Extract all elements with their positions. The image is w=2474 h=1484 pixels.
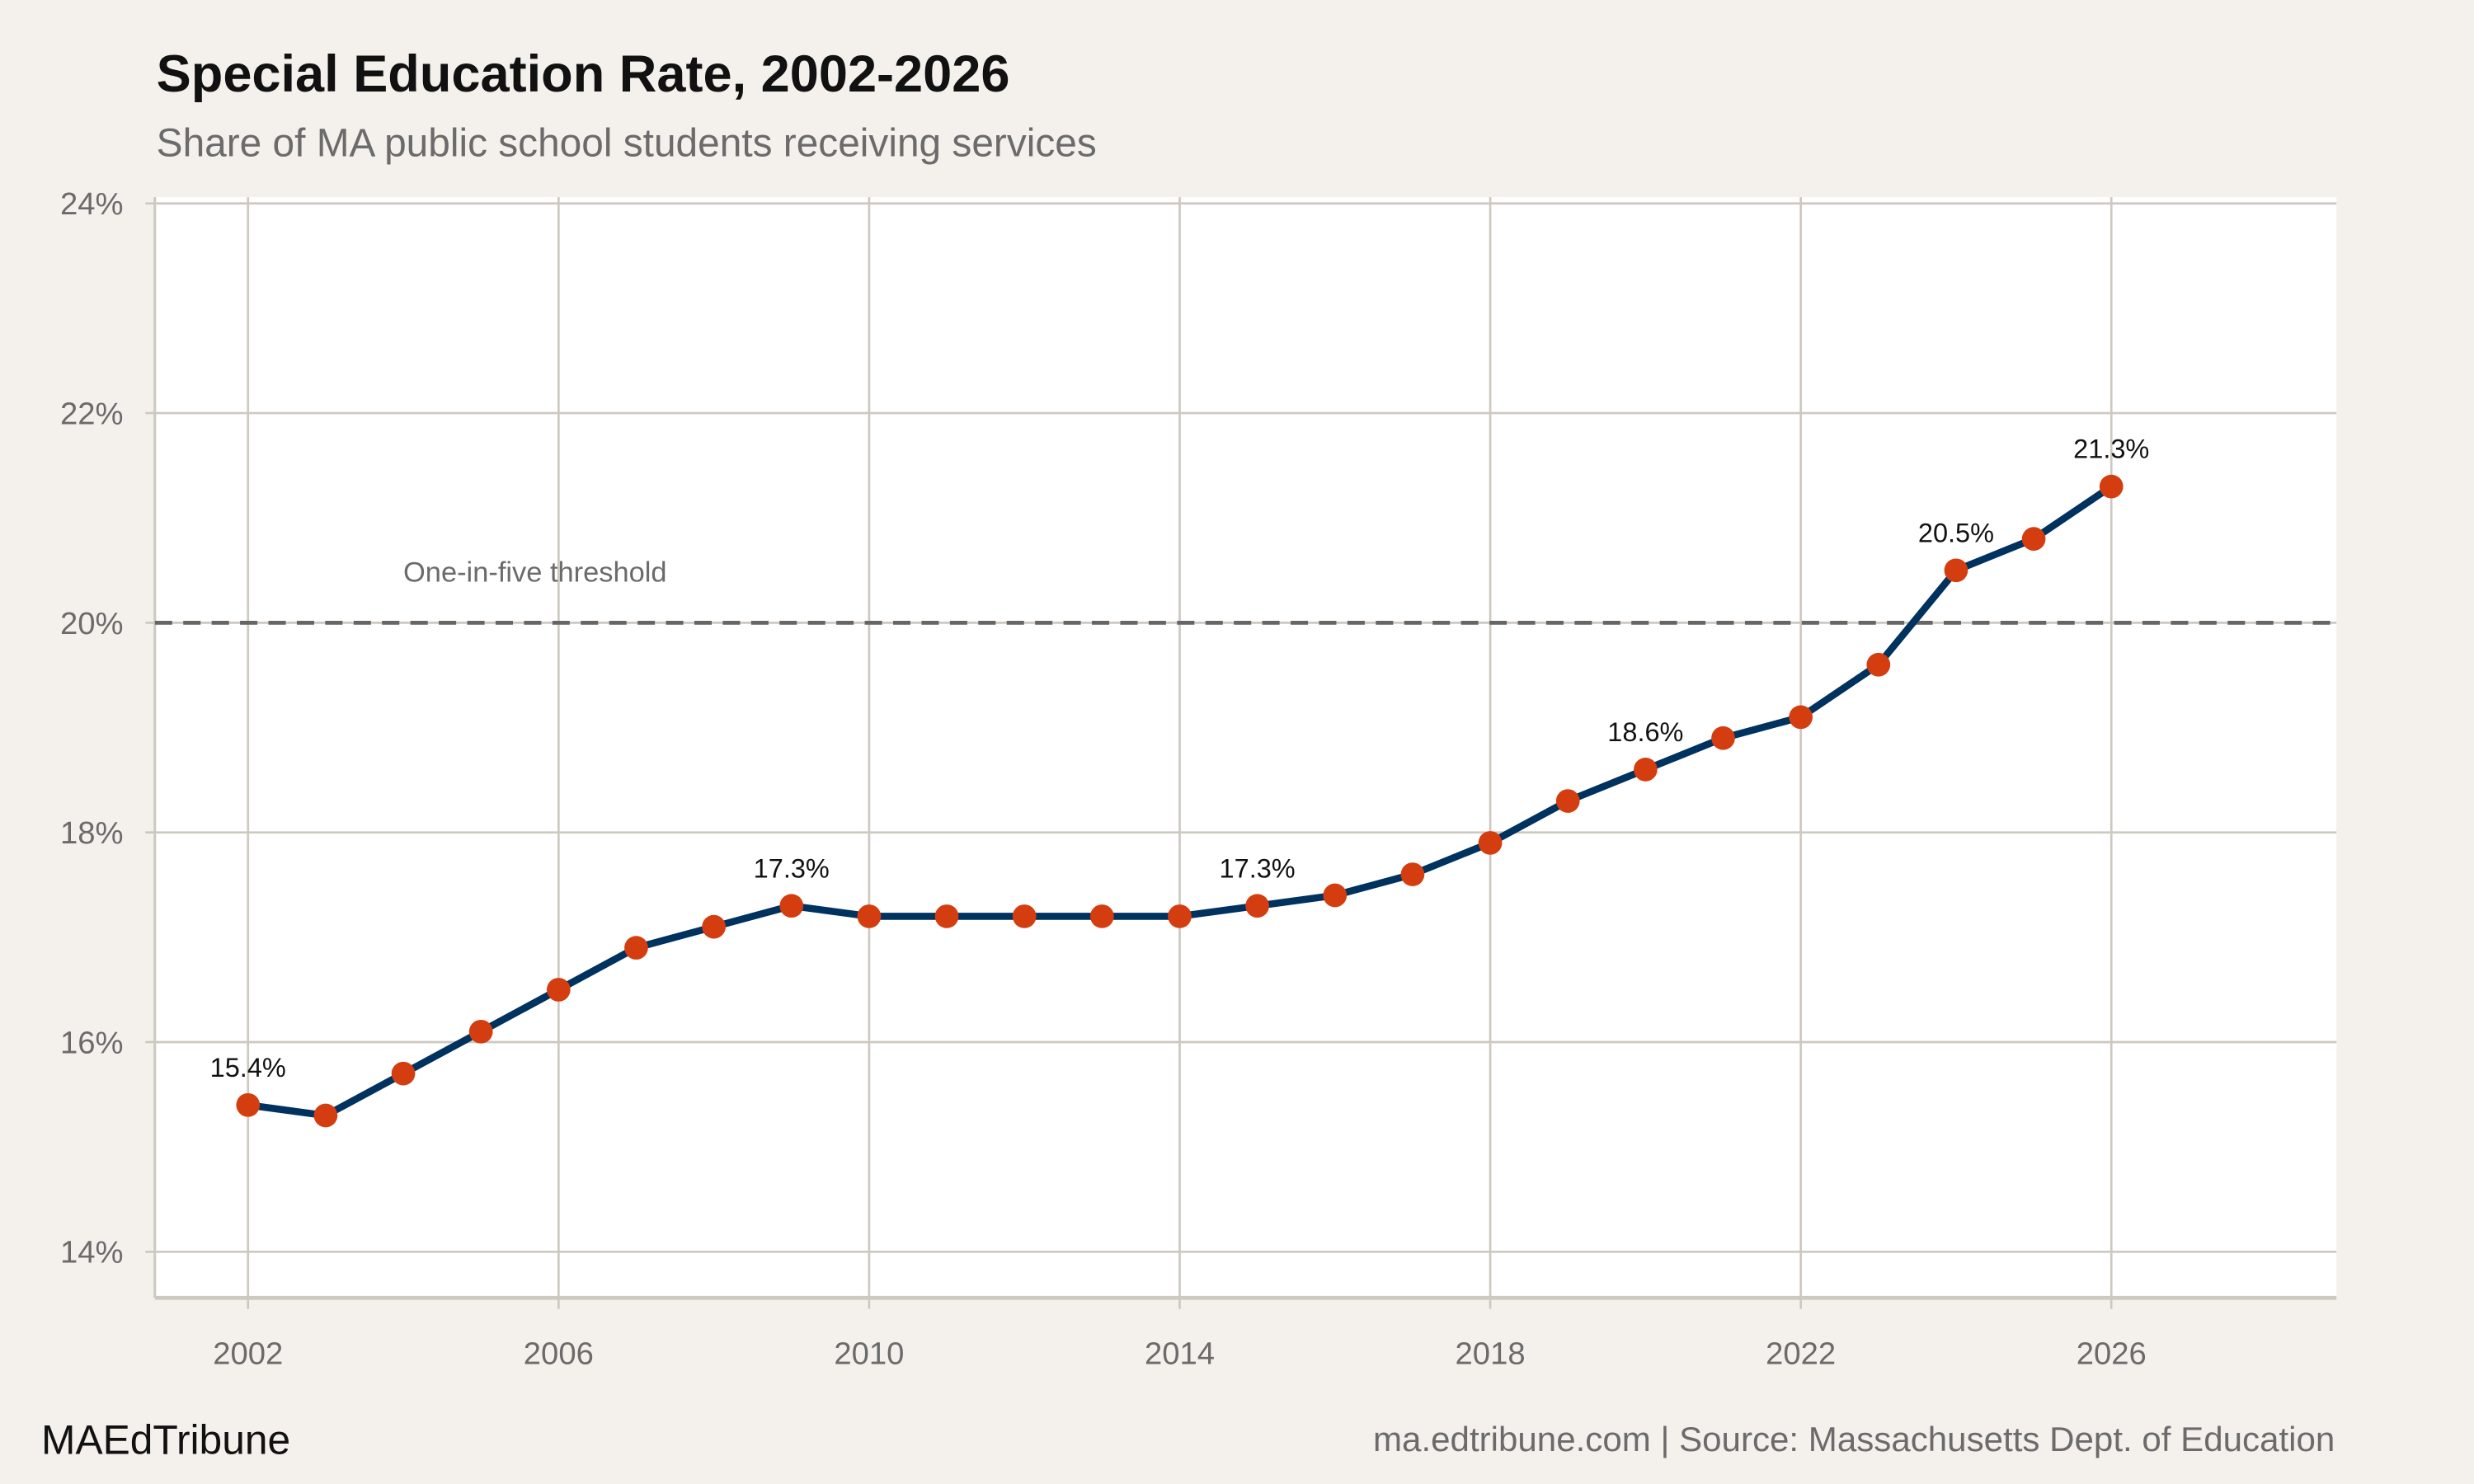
threshold-line-group: One-in-five threshold [154, 557, 2337, 625]
point-label: 15.4% [210, 1053, 286, 1082]
data-point [702, 914, 726, 939]
x-tick-label: 2010 [834, 1336, 904, 1372]
footer-source: ma.edtribune.com | Source: Massachusetts… [1373, 1420, 2335, 1458]
x-tick-label: 2018 [1456, 1336, 1526, 1372]
plot-panel [154, 197, 2337, 1298]
axes: 14% 16% 18% 20% 22% 24% 2002 2006 2010 2014 2018 20… [60, 186, 2337, 1372]
point-label: 18.6% [1607, 717, 1683, 747]
y-tick-label: 22% [60, 396, 124, 431]
data-point [779, 894, 804, 918]
data-point [624, 936, 648, 960]
data-point [236, 1092, 261, 1117]
data-points [236, 474, 2124, 1128]
y-tick-label: 16% [60, 1025, 124, 1060]
x-tick-label: 2002 [213, 1336, 283, 1372]
chart-title: Special Education Rate, 2002-2026 [157, 45, 1010, 103]
point-labels: 15.4% 17.3% 17.3% 18.6% 20.5% 21.3% [210, 434, 2150, 1082]
data-point [468, 1019, 493, 1044]
x-tick-label: 2006 [524, 1336, 594, 1372]
data-point [1789, 705, 1813, 730]
data-point [313, 1103, 338, 1128]
threshold-label: One-in-five threshold [403, 557, 667, 589]
data-point [546, 978, 571, 1002]
data-point [1711, 726, 1735, 750]
point-label: 17.3% [1220, 853, 1296, 883]
data-point [1634, 758, 1658, 782]
grid [154, 197, 2337, 1298]
data-point [1090, 904, 1114, 928]
data-point [1012, 904, 1037, 928]
data-point [857, 904, 882, 928]
data-point [1478, 831, 1503, 855]
point-label: 21.3% [2073, 434, 2149, 464]
data-point [1866, 652, 1891, 677]
y-tick-label: 20% [60, 606, 124, 641]
chart-subtitle: Share of MA public school students recei… [157, 121, 1097, 165]
y-tick-label: 18% [60, 815, 124, 851]
x-tick-label: 2014 [1145, 1336, 1215, 1372]
data-point [2021, 527, 2046, 551]
point-label: 17.3% [754, 853, 830, 883]
point-label: 20.5% [1918, 518, 1994, 547]
y-tick-label: 24% [60, 186, 124, 222]
data-point [2099, 474, 2124, 499]
x-tick-label: 2022 [1766, 1336, 1836, 1372]
data-point [1944, 558, 1968, 583]
data-point [1245, 894, 1269, 918]
data-point [934, 904, 959, 928]
footer-brand: MAEdTribune [41, 1417, 290, 1463]
x-tick-label: 2026 [2077, 1336, 2147, 1372]
data-point [391, 1061, 416, 1086]
data-point [1555, 789, 1580, 813]
data-point [1323, 883, 1348, 908]
data-point [1168, 904, 1192, 928]
y-tick-label: 14% [60, 1235, 124, 1270]
data-point [1400, 862, 1425, 886]
